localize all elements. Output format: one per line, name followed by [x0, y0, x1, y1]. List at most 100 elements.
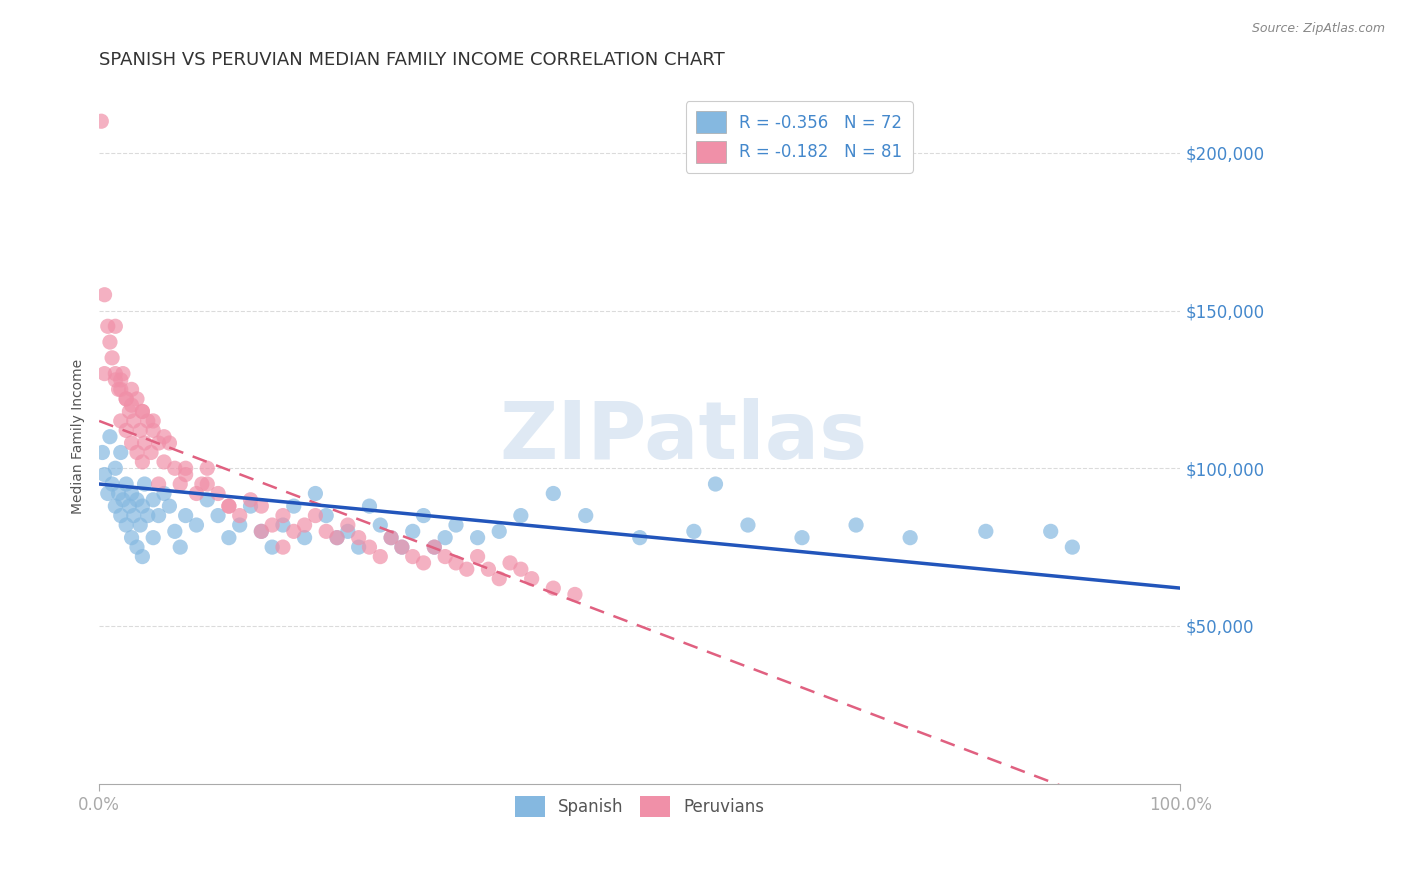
Point [121, 436, 143, 450]
Point [125, 445, 148, 459]
Point [101, 477, 124, 491]
Point [169, 540, 191, 554]
Point [136, 414, 159, 428]
Point [704, 477, 727, 491]
Point [125, 492, 148, 507]
Point [191, 477, 214, 491]
Point [509, 508, 531, 523]
Point [262, 540, 284, 554]
Point [575, 508, 598, 523]
Point [628, 531, 651, 545]
Point [93, 467, 115, 482]
Point [111, 367, 134, 381]
Point [131, 549, 153, 564]
Point [122, 414, 145, 428]
Point [153, 430, 176, 444]
Point [564, 587, 586, 601]
Point [402, 549, 425, 564]
Point [101, 351, 124, 365]
Point [104, 373, 127, 387]
Point [153, 486, 176, 500]
Point [110, 383, 132, 397]
Point [93, 287, 115, 301]
Point [169, 477, 191, 491]
Point [520, 572, 543, 586]
Point [115, 477, 138, 491]
Point [186, 486, 208, 500]
Point [153, 455, 176, 469]
Point [228, 518, 250, 533]
Point [683, 524, 706, 539]
Point [157, 499, 180, 513]
Point [131, 404, 153, 418]
Point [129, 424, 152, 438]
Point [98, 334, 121, 349]
Point [129, 518, 152, 533]
Point [283, 524, 305, 539]
Point [174, 508, 197, 523]
Point [380, 531, 402, 545]
Point [467, 531, 489, 545]
Point [125, 540, 148, 554]
Point [271, 518, 294, 533]
Point [110, 508, 132, 523]
Point [456, 562, 478, 576]
Point [336, 518, 359, 533]
Point [174, 467, 197, 482]
Point [107, 383, 129, 397]
Point [125, 392, 148, 406]
Point [228, 508, 250, 523]
Point [104, 319, 127, 334]
Point [157, 436, 180, 450]
Point [402, 524, 425, 539]
Point [186, 518, 208, 533]
Point [110, 414, 132, 428]
Point [134, 477, 156, 491]
Point [91, 445, 114, 459]
Point [543, 581, 565, 595]
Point [467, 549, 489, 564]
Point [326, 531, 349, 545]
Point [359, 540, 381, 554]
Point [304, 508, 326, 523]
Point [195, 477, 218, 491]
Text: SPANISH VS PERUVIAN MEDIAN FAMILY INCOME CORRELATION CHART: SPANISH VS PERUVIAN MEDIAN FAMILY INCOME… [100, 51, 725, 69]
Point [326, 531, 349, 545]
Point [239, 499, 262, 513]
Point [250, 524, 273, 539]
Point [139, 445, 162, 459]
Text: ZIPatlas: ZIPatlas [499, 398, 868, 475]
Point [121, 531, 143, 545]
Point [790, 531, 813, 545]
Point [488, 524, 510, 539]
Point [148, 436, 170, 450]
Point [218, 531, 240, 545]
Point [207, 508, 229, 523]
Point [163, 524, 186, 539]
Point [336, 524, 359, 539]
Point [195, 492, 218, 507]
Point [131, 455, 153, 469]
Point [347, 540, 370, 554]
Point [974, 524, 997, 539]
Point [368, 518, 391, 533]
Point [142, 424, 165, 438]
Point [347, 531, 370, 545]
Point [111, 492, 134, 507]
Point [304, 486, 326, 500]
Point [104, 499, 127, 513]
Point [737, 518, 759, 533]
Point [477, 562, 499, 576]
Point [898, 531, 921, 545]
Point [412, 556, 434, 570]
Point [509, 562, 531, 576]
Point [444, 556, 467, 570]
Point [142, 414, 165, 428]
Point [121, 398, 143, 412]
Point [142, 492, 165, 507]
Point [845, 518, 868, 533]
Point [163, 461, 186, 475]
Point [115, 392, 138, 406]
Legend: Spanish, Peruvians: Spanish, Peruvians [508, 789, 772, 824]
Point [391, 540, 413, 554]
